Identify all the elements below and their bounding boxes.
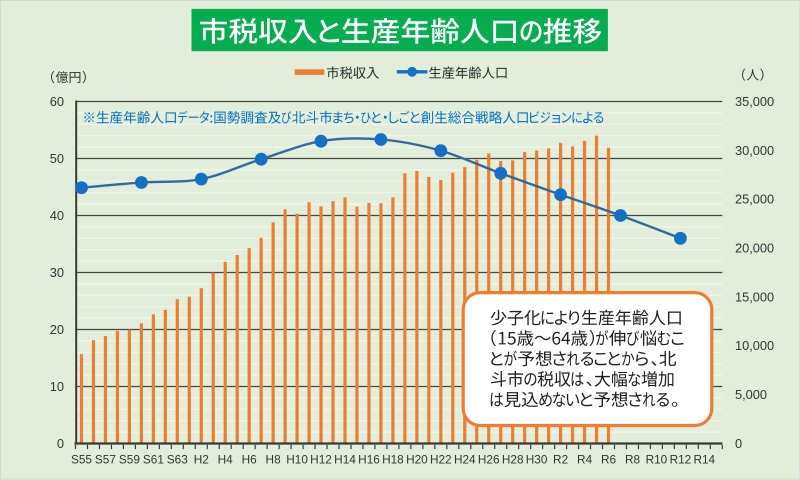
svg-text:H8: H8	[266, 453, 282, 467]
svg-text:20: 20	[50, 322, 64, 337]
svg-text:25,000: 25,000	[735, 192, 774, 207]
svg-text:R14: R14	[693, 453, 715, 467]
svg-text:0: 0	[735, 436, 742, 451]
svg-text:15,000: 15,000	[735, 289, 774, 304]
svg-text:R6: R6	[601, 453, 617, 467]
svg-text:H24: H24	[454, 453, 476, 467]
svg-text:H4: H4	[218, 453, 234, 467]
svg-text:R2: R2	[553, 453, 568, 467]
svg-text:H22: H22	[430, 453, 452, 467]
svg-text:H16: H16	[358, 453, 380, 467]
svg-text:H14: H14	[334, 453, 356, 467]
svg-text:10,000: 10,000	[735, 338, 774, 353]
svg-text:H12: H12	[310, 453, 332, 467]
svg-text:H20: H20	[406, 453, 428, 467]
svg-text:30: 30	[50, 265, 64, 280]
svg-text:R10: R10	[646, 453, 668, 467]
svg-text:10: 10	[50, 379, 64, 394]
svg-text:S63: S63	[167, 453, 188, 467]
svg-text:0: 0	[57, 436, 64, 451]
svg-text:S55: S55	[71, 453, 92, 467]
svg-text:S59: S59	[119, 453, 140, 467]
svg-text:40: 40	[50, 208, 64, 223]
svg-text:35,000: 35,000	[735, 94, 774, 109]
svg-text:5,000: 5,000	[735, 387, 767, 402]
svg-text:50: 50	[50, 151, 64, 166]
svg-text:H28: H28	[502, 453, 524, 467]
svg-text:H26: H26	[478, 453, 500, 467]
svg-text:30,000: 30,000	[735, 143, 774, 158]
svg-text:H10: H10	[286, 453, 308, 467]
svg-text:H30: H30	[526, 453, 548, 467]
svg-text:20,000: 20,000	[735, 241, 774, 256]
svg-text:R4: R4	[577, 453, 593, 467]
svg-text:60: 60	[50, 94, 64, 109]
svg-text:R8: R8	[625, 453, 641, 467]
svg-text:H2: H2	[194, 453, 209, 467]
svg-text:R12: R12	[670, 453, 692, 467]
svg-text:H18: H18	[382, 453, 404, 467]
svg-text:S57: S57	[95, 453, 116, 467]
svg-text:H6: H6	[242, 453, 258, 467]
svg-text:S61: S61	[143, 453, 164, 467]
